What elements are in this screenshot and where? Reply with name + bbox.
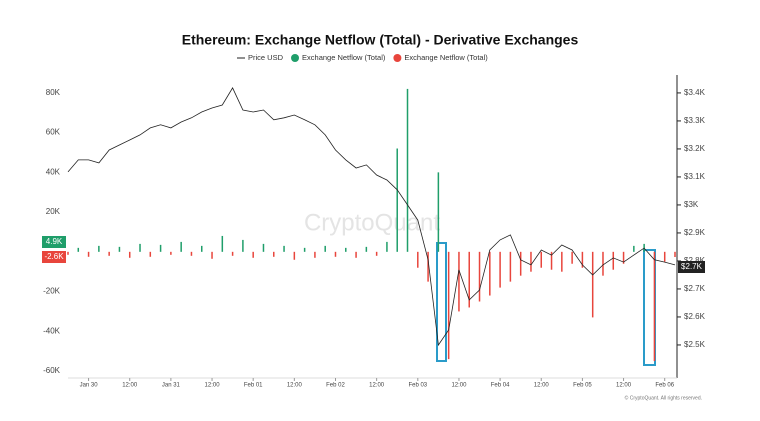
bar [78, 248, 80, 252]
x-tick-label: Feb 03 [408, 383, 427, 389]
bar [252, 252, 254, 258]
bar [283, 246, 285, 252]
bar [438, 172, 440, 251]
y2-tick-label: $3K [684, 200, 699, 209]
bar [273, 252, 275, 257]
chart-title: Ethereum: Exchange Netflow (Total) - Der… [182, 32, 579, 48]
bar [520, 252, 522, 276]
bar [304, 248, 306, 252]
bar [530, 252, 532, 272]
bar [602, 252, 604, 276]
bar [119, 247, 121, 252]
x-tick-label: Feb 04 [491, 383, 510, 389]
x-tick-label: 12:00 [616, 383, 632, 389]
bar [396, 149, 398, 252]
bar [386, 242, 388, 252]
x-tick-label: 12:00 [287, 383, 303, 389]
bar [479, 252, 481, 302]
legend-label: Exchange Netflow (Total) [404, 53, 488, 62]
y2-tick-label: $2.6K [684, 312, 706, 321]
y-tick-label: 20K [46, 207, 61, 216]
footer: © CryptoQuant. All rights reserved. [625, 394, 702, 401]
bar [345, 248, 347, 252]
bar [242, 240, 244, 252]
badge-label: $2.7K [681, 262, 703, 271]
bar [211, 252, 213, 259]
y2-tick-label: $2.7K [684, 284, 706, 293]
bar [633, 246, 635, 252]
bar [129, 252, 131, 258]
bar [324, 246, 326, 252]
legend-swatch [291, 54, 299, 62]
bar [263, 244, 265, 252]
bar [222, 236, 224, 252]
bar [160, 245, 162, 252]
bar [150, 252, 152, 257]
x-tick-label: 12:00 [205, 383, 221, 389]
bar [592, 252, 594, 318]
bar [180, 242, 182, 252]
y2-tick-label: $3.2K [684, 144, 706, 153]
x-tick-label: 12:00 [369, 383, 385, 389]
x-tick-label: 12:00 [534, 383, 550, 389]
y-tick-label: -60K [43, 366, 61, 375]
bar [98, 246, 100, 252]
x-tick-label: Jan 31 [162, 383, 181, 389]
bar [376, 252, 378, 256]
x-tick-label: Feb 02 [326, 383, 345, 389]
y-tick-label: -40K [43, 326, 61, 335]
bar [407, 89, 409, 252]
bar [314, 252, 316, 258]
bar [139, 244, 141, 252]
bar [458, 252, 460, 312]
y-tick-label: 40K [46, 167, 61, 176]
badge-label: 4.9K [46, 237, 63, 246]
x-tick-label: Jan 30 [80, 383, 99, 389]
x-tick-label: Feb 06 [655, 383, 674, 389]
bar [571, 252, 573, 264]
bar [355, 252, 357, 258]
bar [88, 252, 90, 257]
bar [294, 252, 296, 260]
bar [108, 252, 110, 256]
bar [674, 252, 676, 257]
bar [232, 252, 234, 256]
bar [417, 252, 419, 268]
bar [67, 252, 69, 255]
bar [335, 252, 337, 257]
legend-label: Exchange Netflow (Total) [302, 53, 386, 62]
bar [489, 252, 491, 296]
legend-swatch [393, 54, 401, 62]
bar [654, 252, 656, 361]
bar [201, 246, 203, 252]
x-tick-label: 12:00 [122, 383, 138, 389]
legend: Price USD Exchange Netflow (Total) Exchang… [237, 53, 488, 62]
bar [191, 252, 193, 256]
y2-tick-label: $3.1K [684, 172, 706, 181]
y-tick-label: 80K [46, 88, 61, 97]
y2-tick-label: $3.4K [684, 88, 706, 97]
y2-tick-label: $2.5K [684, 340, 706, 349]
y-tick-label: 60K [46, 128, 61, 137]
x-tick-label: Feb 05 [573, 383, 592, 389]
bar [541, 252, 543, 268]
bar [499, 252, 501, 288]
bar [448, 252, 450, 359]
badge-label: -2.6K [44, 252, 64, 261]
y-tick-label: -20K [43, 287, 61, 296]
x-tick-label: Feb 01 [244, 383, 263, 389]
legend-label: Price USD [248, 53, 284, 62]
bar [561, 252, 563, 272]
bar [170, 252, 172, 255]
highlight-box [644, 250, 655, 365]
bar [510, 252, 512, 282]
y2-tick-label: $3.3K [684, 116, 706, 125]
bar [664, 252, 666, 262]
x-tick-label: 12:00 [451, 383, 467, 389]
bar [366, 247, 368, 252]
watermark: CryptoQuant [304, 209, 440, 236]
bar [613, 252, 615, 270]
y2-tick-label: $2.9K [684, 228, 706, 237]
